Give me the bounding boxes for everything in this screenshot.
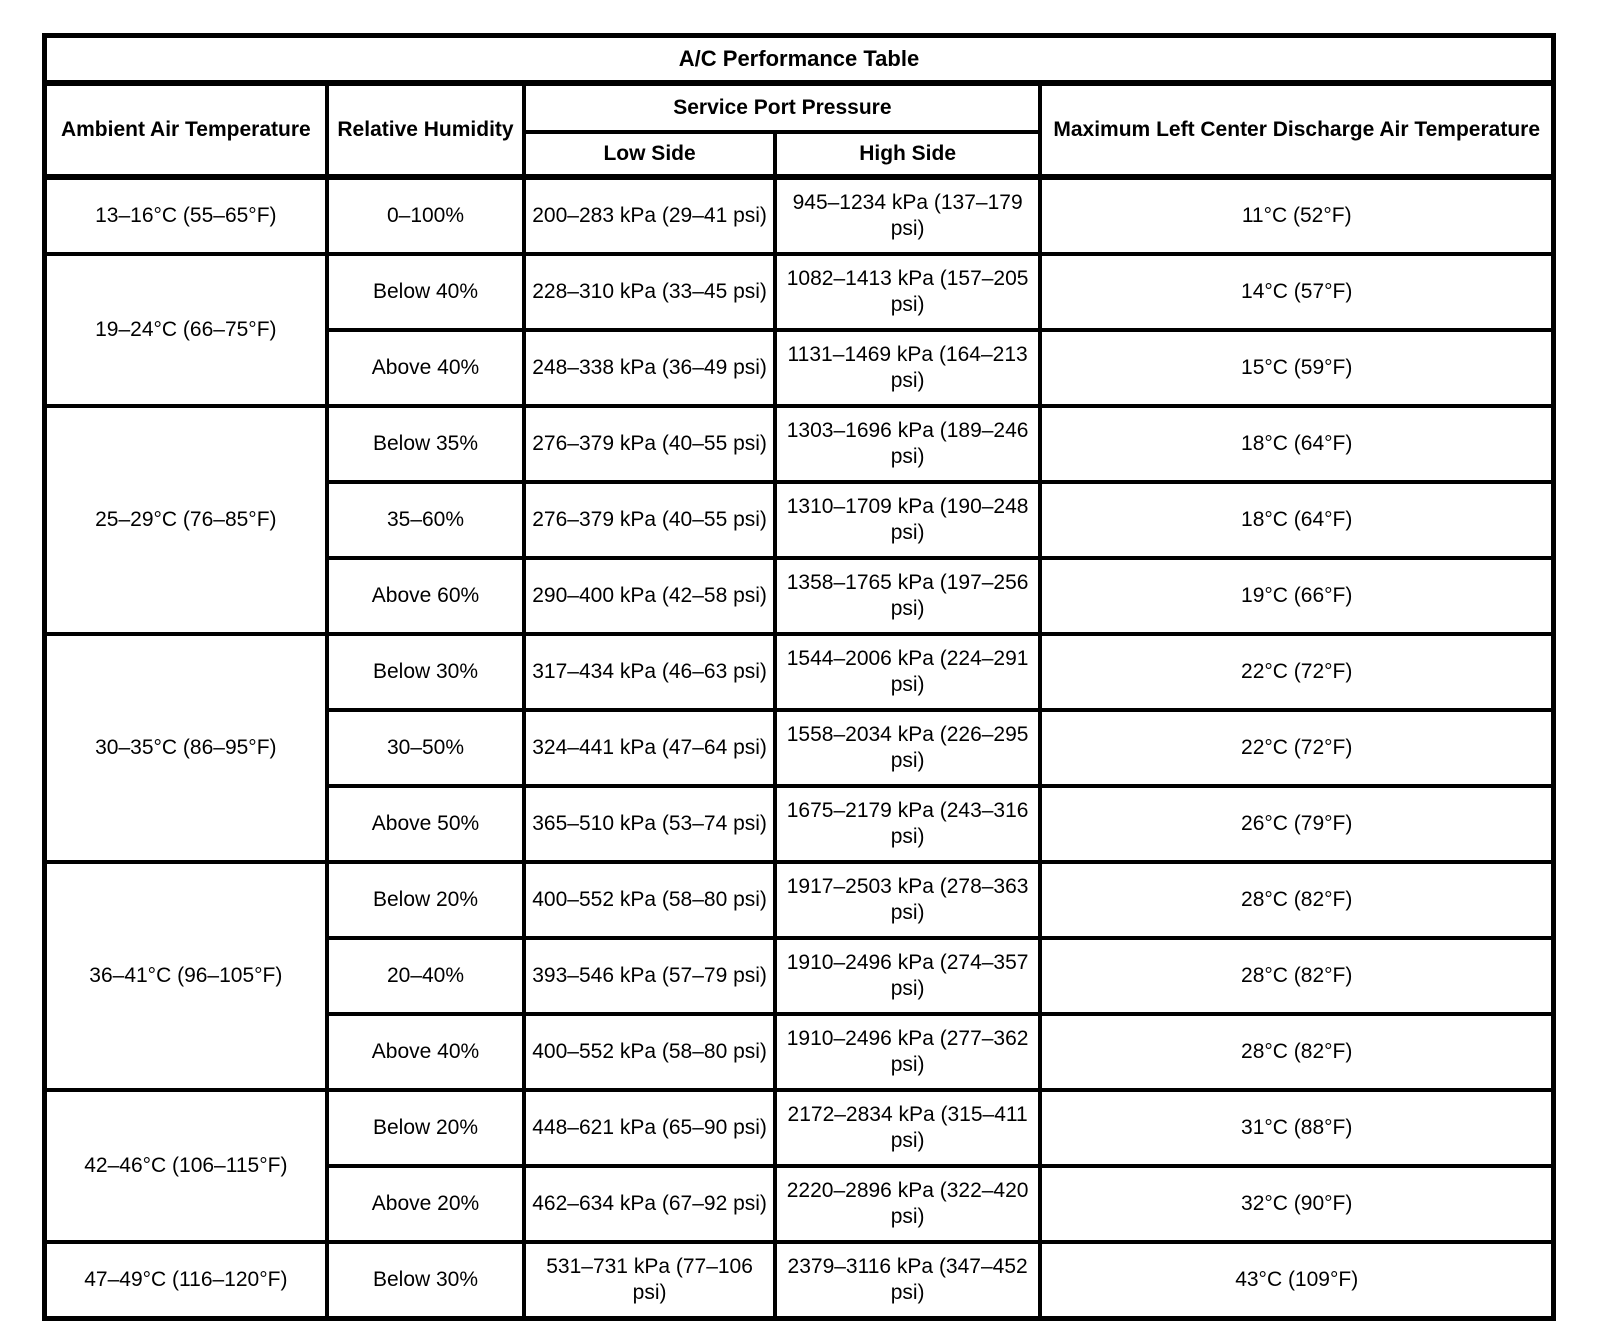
table-row: Above 40% 400–552 kPa (58–80 psi) 1910–249…: [45, 1012, 1556, 1092]
low-side-pressure-cell: 317–434 kPa (46–63 psi): [522, 632, 777, 712]
column-header-relative-humidity: Relative Humidity: [324, 81, 527, 180]
relative-humidity-cell: 30–50%: [324, 708, 527, 788]
table-row: 30–35°C (86–95°F) Below 30% 317–434 kPa (4…: [42, 632, 1556, 864]
high-side-pressure-cell: 1544–2006 kPa (224–291 psi): [772, 632, 1043, 712]
high-side-pressure-cell: 1558–2034 kPa (226–295 psi): [772, 708, 1043, 788]
column-header-ambient-temperature: Ambient Air Temperature: [42, 81, 329, 180]
high-side-pressure-cell: 1910–2496 kPa (277–362 psi): [772, 1012, 1043, 1092]
discharge-temperature-cell: 28°C (82°F): [1038, 936, 1556, 1016]
discharge-temperature-cell: 28°C (82°F): [1038, 860, 1556, 940]
header-row-sub: Low Side High Side: [45, 130, 1554, 180]
table-row: 20–40% 393–546 kPa (57–79 psi) 1910–2496 k…: [45, 936, 1556, 1016]
relative-humidity-cell: Below 35%: [324, 404, 527, 484]
table-row: 25–29°C (76–85°F) Below 35% 276–379 kPa (4…: [42, 404, 1556, 636]
high-side-pressure-cell: 1917–2503 kPa (278–363 psi): [772, 860, 1043, 940]
high-side-pressure-cell: 1303–1696 kPa (189–246 psi): [772, 404, 1043, 484]
discharge-temperature-cell: 19°C (66°F): [1038, 556, 1556, 636]
column-header-high-side: High Side: [772, 130, 1043, 180]
ambient-temperature-cell: 36–41°C (96–105°F): [42, 860, 329, 1092]
discharge-temperature-cell: 31°C (88°F): [1038, 1088, 1556, 1168]
ambient-temperature-cell: 42–46°C (106–115°F): [42, 1088, 329, 1244]
table-row: 30–50% 324–441 kPa (47–64 psi) 1558–2034 k…: [45, 708, 1556, 788]
document-page: A/C Performance Table Ambient Air Temper…: [42, 33, 1556, 1321]
high-side-pressure-cell: 945–1234 kPa (137–179 psi): [772, 175, 1043, 256]
ambient-temperature-cell: 30–35°C (86–95°F): [42, 632, 329, 864]
relative-humidity-cell: Below 20%: [324, 860, 527, 940]
relative-humidity-cell: Below 30%: [324, 1240, 527, 1321]
low-side-pressure-cell: 276–379 kPa (40–55 psi): [522, 480, 777, 560]
table-row: Above 50% 365–510 kPa (53–74 psi) 1675–217…: [45, 784, 1556, 864]
low-side-pressure-cell: 462–634 kPa (67–92 psi): [522, 1164, 777, 1244]
relative-humidity-cell: Above 50%: [324, 784, 527, 864]
low-side-pressure-cell: 200–283 kPa (29–41 psi): [522, 175, 777, 256]
relative-humidity-cell: 35–60%: [324, 480, 527, 560]
ambient-temperature-cell: 25–29°C (76–85°F): [42, 404, 329, 636]
high-side-pressure-cell: 1358–1765 kPa (197–256 psi): [772, 556, 1043, 636]
table-row: 35–60% 276–379 kPa (40–55 psi) 1310–1709 k…: [45, 480, 1556, 560]
low-side-pressure-cell: 276–379 kPa (40–55 psi): [522, 404, 777, 484]
relative-humidity-cell: 0–100%: [324, 175, 527, 256]
low-side-pressure-cell: 531–731 kPa (77–106 psi): [522, 1240, 777, 1321]
table-row: 13–16°C (55–65°F) 0–100% 200–283 kPa (29–4…: [42, 175, 1556, 256]
low-side-pressure-cell: 248–338 kPa (36–49 psi): [522, 328, 777, 408]
table-row: 19–24°C (66–75°F) Below 40% 228–310 kPa (3…: [42, 252, 1556, 408]
table-body: 13–16°C (55–65°F) 0–100% 200–283 kPa (29–4…: [42, 175, 1556, 1321]
table-row: Above 60% 290–400 kPa (42–58 psi) 1358–176…: [45, 556, 1556, 636]
discharge-temperature-cell: 43°C (109°F): [1038, 1240, 1556, 1321]
ambient-temperature-cell: 19–24°C (66–75°F): [42, 252, 329, 408]
high-side-pressure-cell: 1310–1709 kPa (190–248 psi): [772, 480, 1043, 560]
table-row: 42–46°C (106–115°F) Below 20% 448–621 kPa …: [42, 1088, 1556, 1244]
low-side-pressure-cell: 393–546 kPa (57–79 psi): [522, 936, 777, 1016]
table-row: Above 40% 248–338 kPa (36–49 psi) 1131–146…: [45, 328, 1556, 408]
high-side-pressure-cell: 1910–2496 kPa (274–357 psi): [772, 936, 1043, 1016]
table-title-row: A/C Performance Table: [42, 33, 1556, 86]
ambient-temperature-cell: 47–49°C (116–120°F): [42, 1240, 329, 1321]
high-side-pressure-cell: 2220–2896 kPa (322–420 psi): [772, 1164, 1043, 1244]
high-side-pressure-cell: 1131–1469 kPa (164–213 psi): [772, 328, 1043, 408]
relative-humidity-cell: Below 30%: [324, 632, 527, 712]
ambient-temperature-cell: 13–16°C (55–65°F): [42, 175, 329, 256]
high-side-pressure-cell: 2379–3116 kPa (347–452 psi): [772, 1240, 1043, 1321]
low-side-pressure-cell: 448–621 kPa (65–90 psi): [522, 1088, 777, 1168]
relative-humidity-cell: Above 40%: [324, 1012, 527, 1092]
discharge-temperature-cell: 14°C (57°F): [1038, 252, 1556, 332]
ac-performance-table: A/C Performance Table Ambient Air Temper…: [42, 33, 1556, 1321]
relative-humidity-cell: 20–40%: [324, 936, 527, 1016]
discharge-temperature-cell: 22°C (72°F): [1038, 632, 1556, 712]
discharge-temperature-cell: 11°C (52°F): [1038, 175, 1556, 256]
column-header-discharge-temperature: Maximum Left Center Discharge Air Temper…: [1038, 81, 1556, 180]
discharge-temperature-cell: 18°C (64°F): [1038, 404, 1556, 484]
table-row: Above 20% 462–634 kPa (67–92 psi) 2220–289…: [45, 1164, 1556, 1244]
high-side-pressure-cell: 1675–2179 kPa (243–316 psi): [772, 784, 1043, 864]
discharge-temperature-cell: 32°C (90°F): [1038, 1164, 1556, 1244]
low-side-pressure-cell: 290–400 kPa (42–58 psi): [522, 556, 777, 636]
low-side-pressure-cell: 400–552 kPa (58–80 psi): [522, 860, 777, 940]
column-header-service-port-pressure: Service Port Pressure: [522, 81, 1043, 134]
table-row: 47–49°C (116–120°F) Below 30% 531–731 kPa …: [42, 1240, 1556, 1321]
table-row: 36–41°C (96–105°F) Below 20% 400–552 kPa (…: [42, 860, 1556, 1092]
discharge-temperature-cell: 22°C (72°F): [1038, 708, 1556, 788]
relative-humidity-cell: Above 20%: [324, 1164, 527, 1244]
discharge-temperature-cell: 26°C (79°F): [1038, 784, 1556, 864]
discharge-temperature-cell: 15°C (59°F): [1038, 328, 1556, 408]
table-title: A/C Performance Table: [42, 33, 1556, 86]
relative-humidity-cell: Above 60%: [324, 556, 527, 636]
relative-humidity-cell: Below 40%: [324, 252, 527, 332]
high-side-pressure-cell: 2172–2834 kPa (315–411 psi): [772, 1088, 1043, 1168]
relative-humidity-cell: Below 20%: [324, 1088, 527, 1168]
low-side-pressure-cell: 365–510 kPa (53–74 psi): [522, 784, 777, 864]
low-side-pressure-cell: 228–310 kPa (33–45 psi): [522, 252, 777, 332]
header-row-top: Ambient Air Temperature Relative Humidit…: [42, 81, 1556, 180]
column-header-low-side: Low Side: [522, 130, 777, 180]
high-side-pressure-cell: 1082–1413 kPa (157–205 psi): [772, 252, 1043, 332]
discharge-temperature-cell: 18°C (64°F): [1038, 480, 1556, 560]
discharge-temperature-cell: 28°C (82°F): [1038, 1012, 1556, 1092]
low-side-pressure-cell: 324–441 kPa (47–64 psi): [522, 708, 777, 788]
relative-humidity-cell: Above 40%: [324, 328, 527, 408]
low-side-pressure-cell: 400–552 kPa (58–80 psi): [522, 1012, 777, 1092]
